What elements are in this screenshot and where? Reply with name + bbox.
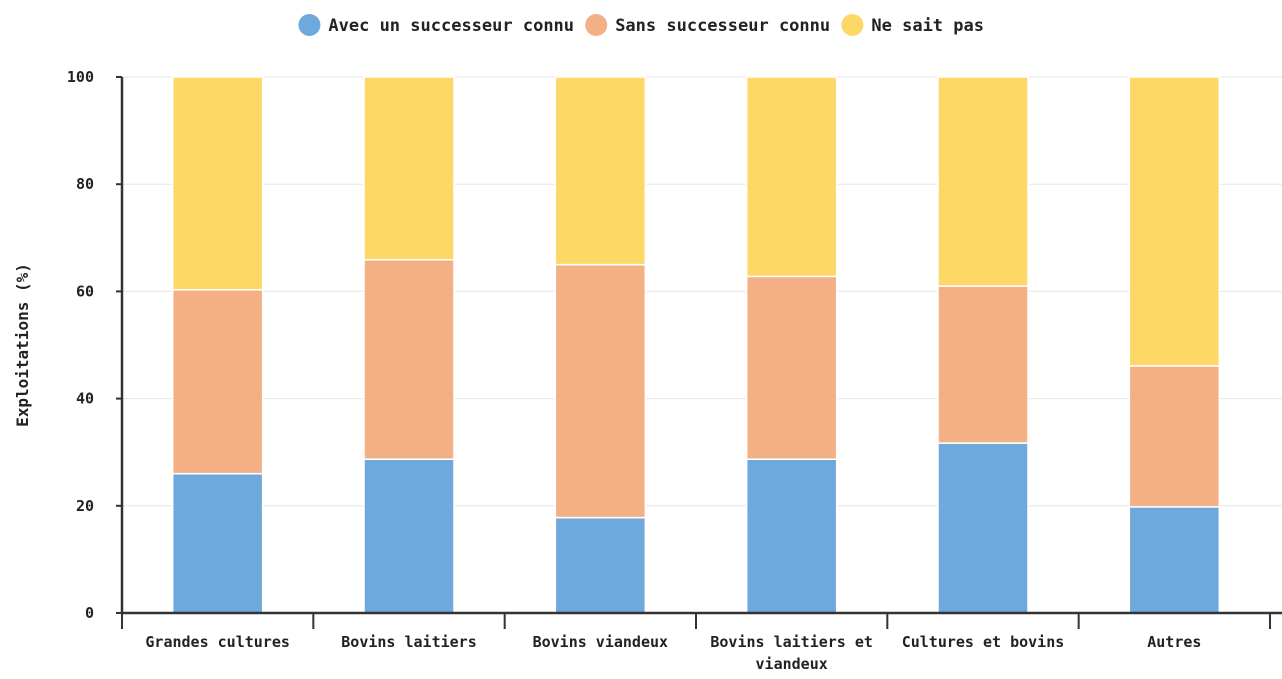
axes: 0 20 40 60 80 100 Grandes cultures Bovins laiti… xyxy=(67,68,1282,673)
bar-segment xyxy=(171,76,264,291)
legend-item[interactable]: Ne sait pas xyxy=(841,14,984,36)
y-tick-label: 80 xyxy=(76,175,94,193)
bar-segment xyxy=(937,442,1029,614)
legend-item[interactable]: Sans successeur connu xyxy=(585,14,830,36)
y-tick-label: 0 xyxy=(85,604,94,622)
y-tick-label: 40 xyxy=(76,390,94,408)
bar-segment xyxy=(171,472,264,614)
bar-segment xyxy=(554,263,647,519)
bar-segment xyxy=(363,458,455,614)
y-tick-label: 60 xyxy=(76,282,94,300)
legend-item[interactable]: Avec un successeur connu xyxy=(298,14,574,36)
legend-label: Ne sait pas xyxy=(871,16,984,36)
legend-swatch xyxy=(585,14,608,36)
bar-segment xyxy=(745,458,838,614)
x-tick-label: Bovins laitiers et viandeux xyxy=(710,633,873,673)
bar-segment xyxy=(554,76,647,266)
bar-segment xyxy=(1128,365,1221,508)
x-tick-label: Bovins viandeux xyxy=(533,633,668,651)
x-tick-label: Cultures et bovins xyxy=(902,633,1065,651)
bar-segment xyxy=(1128,76,1221,367)
bar-segment xyxy=(1128,506,1221,614)
y-axis-title: Exploitations (%) xyxy=(13,263,32,427)
bar-segment xyxy=(171,289,264,475)
gridlines xyxy=(122,76,1282,507)
x-tick-label: Grandes cultures xyxy=(145,633,290,651)
bar-segment xyxy=(363,259,455,460)
legend-label: Sans successeur connu xyxy=(615,16,830,36)
bar-segment xyxy=(363,76,455,261)
bar-segment xyxy=(745,76,838,278)
bar-segment xyxy=(937,76,1029,287)
bar-segment xyxy=(745,275,838,460)
bar-segment xyxy=(937,285,1029,444)
legend-label: Avec un successeur connu xyxy=(328,16,574,36)
legend: Avec un successeur connu Sans successeur … xyxy=(298,14,984,36)
x-tick-label: Autres xyxy=(1147,633,1201,651)
bars xyxy=(171,76,1221,614)
x-tick-label: Bovins laitiers xyxy=(341,633,476,651)
y-tick-label: 100 xyxy=(67,68,94,86)
legend-swatch xyxy=(841,14,864,36)
legend-swatch xyxy=(298,14,321,36)
bar-segment xyxy=(554,516,647,614)
y-tick-label: 20 xyxy=(76,497,94,515)
